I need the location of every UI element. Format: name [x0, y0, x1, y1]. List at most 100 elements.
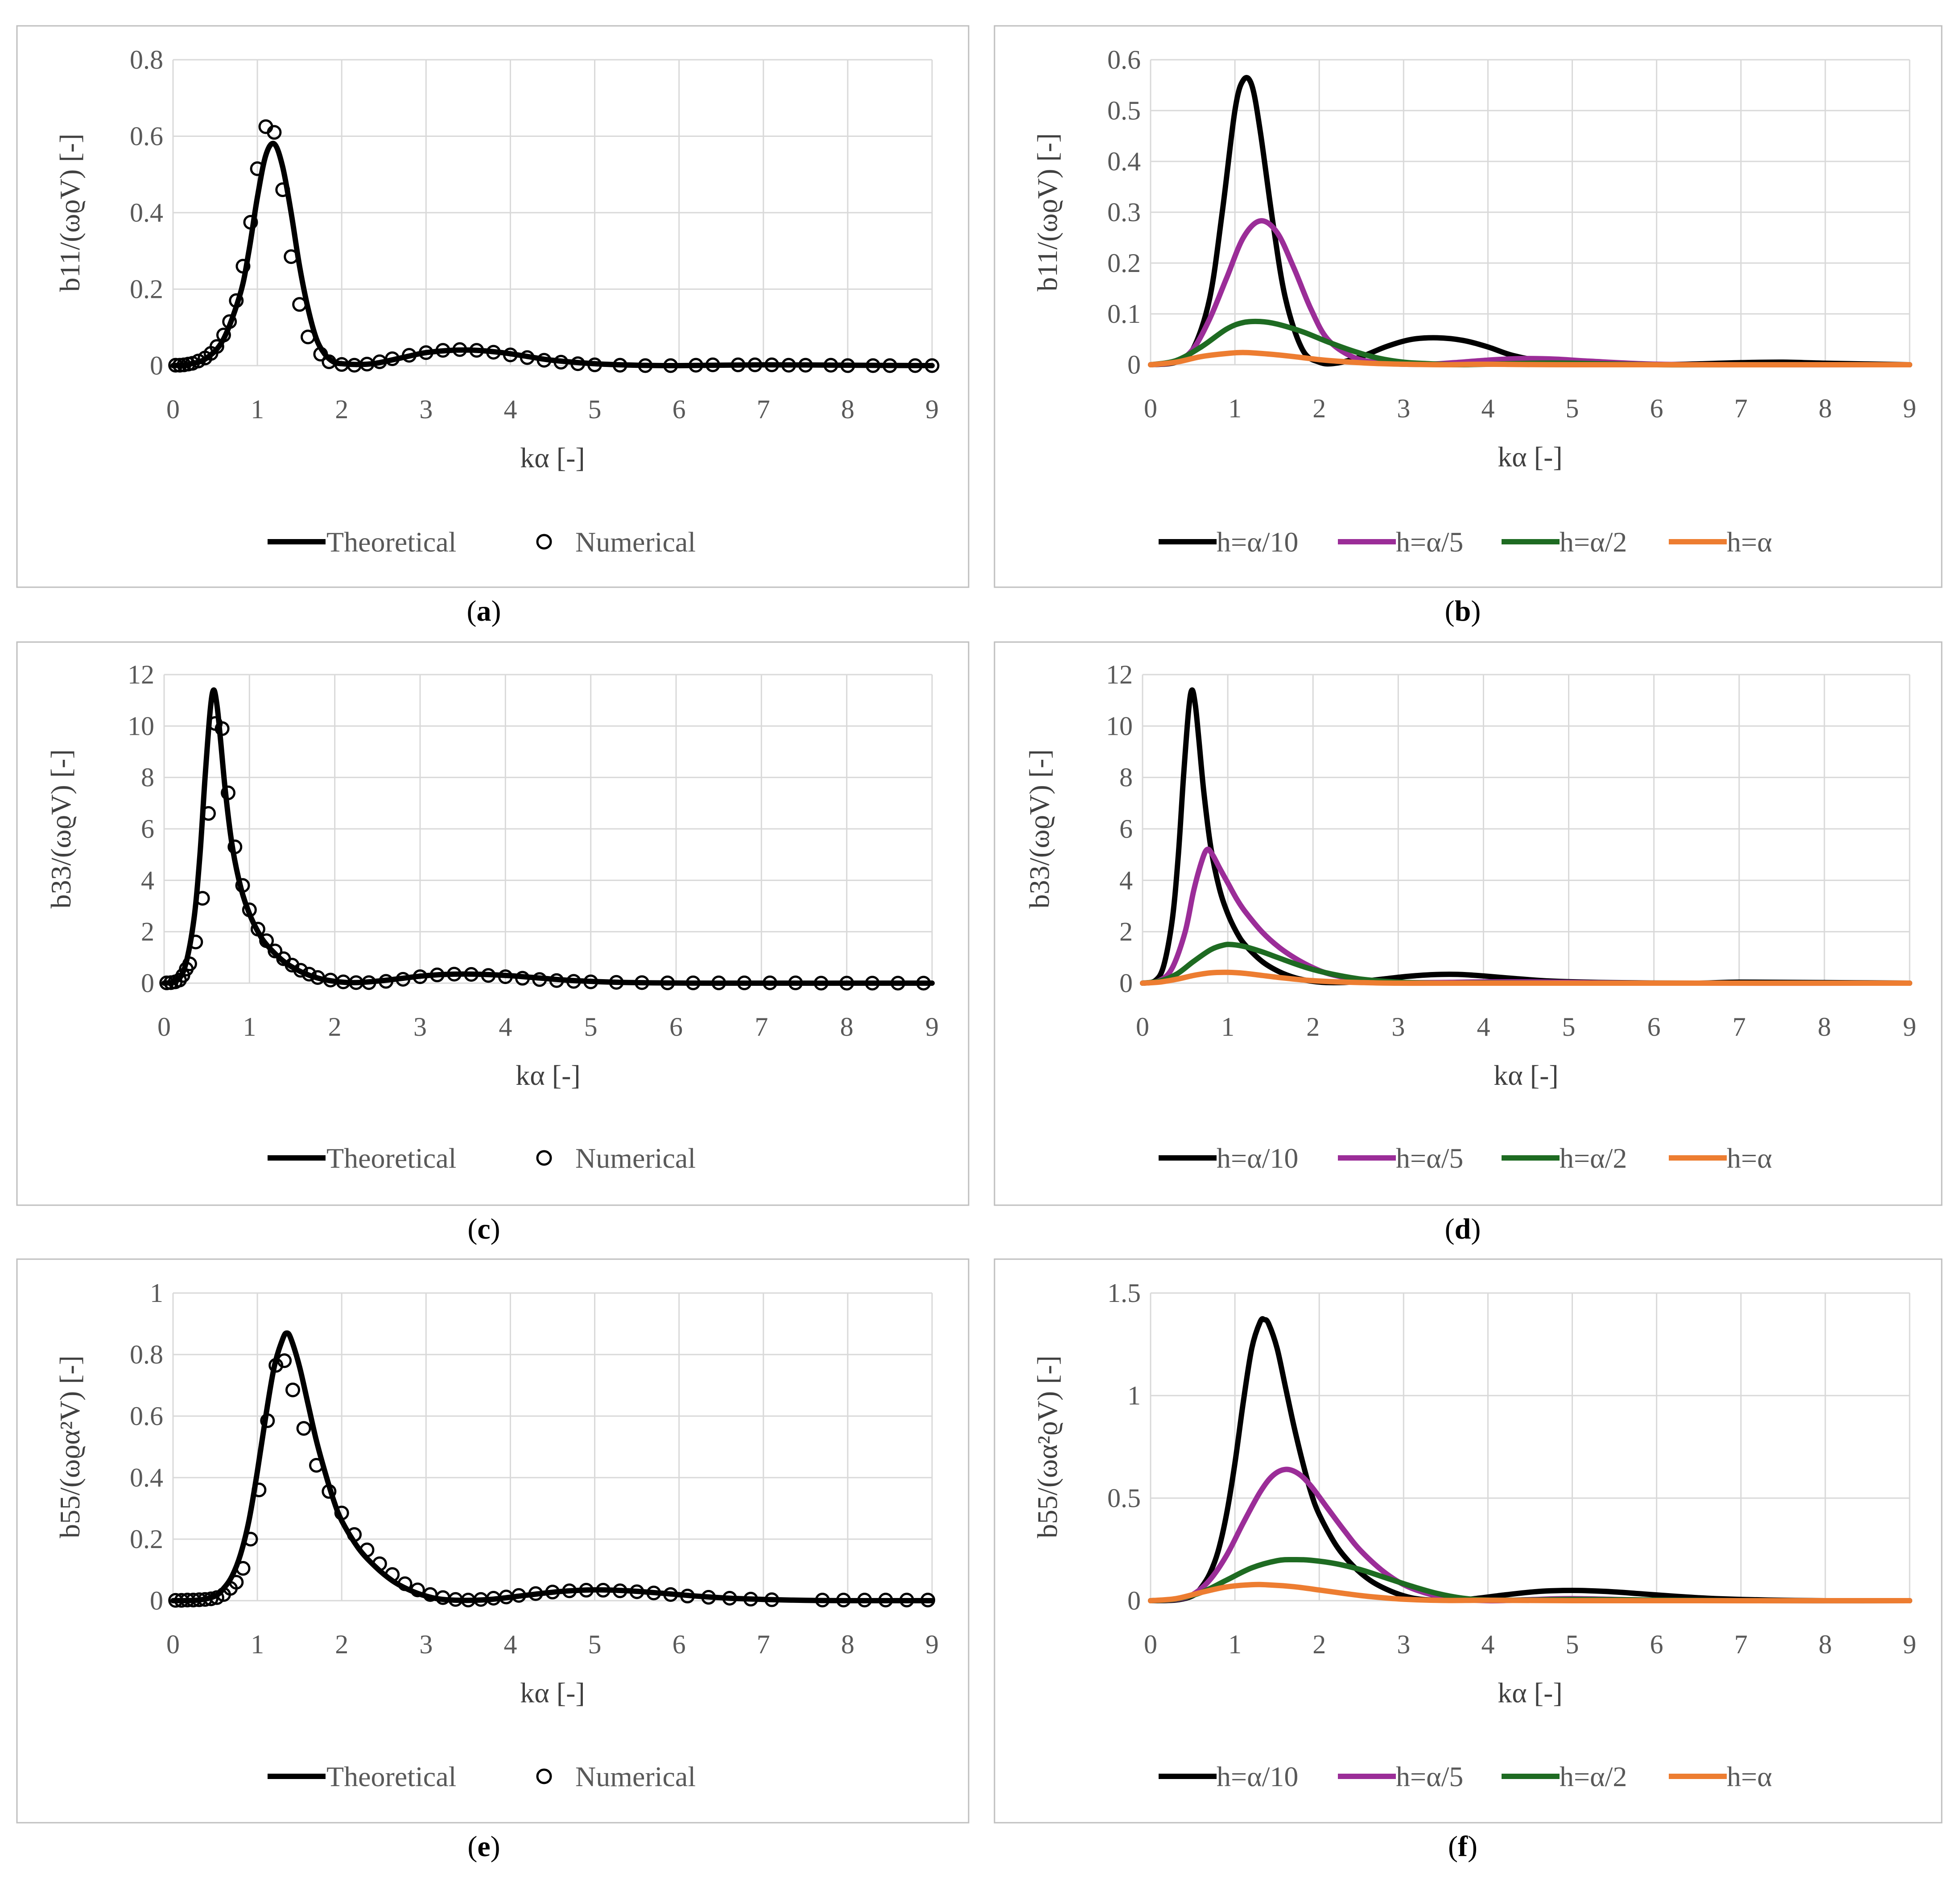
- x-tick-label: 2: [335, 395, 348, 424]
- series-h=α: [1148, 1581, 1912, 1604]
- y-tick-label: 0.1: [1107, 299, 1141, 329]
- legend-label: Theoretical: [326, 1142, 456, 1174]
- legend-label: h=α/10: [1217, 526, 1298, 558]
- x-tick-label: 7: [757, 1630, 770, 1659]
- panel-caption: (d): [1445, 1213, 1481, 1245]
- y-tick-label: 0: [1119, 968, 1133, 998]
- panel-caption: (c): [467, 1213, 500, 1245]
- data-point: [788, 975, 803, 990]
- data-point: [813, 976, 829, 991]
- data-point: [823, 358, 838, 373]
- data-point: [378, 974, 393, 989]
- legend: Theoretical Numerical: [268, 1142, 696, 1174]
- x-tick-label: 6: [1650, 394, 1663, 423]
- data-point: [201, 806, 216, 821]
- y-tick-label: 1: [150, 1278, 163, 1308]
- y-tick-label: 6: [1119, 814, 1133, 844]
- data-point: [361, 975, 376, 990]
- y-tick-label: 1: [1127, 1381, 1141, 1410]
- chart-border: [16, 25, 970, 588]
- data-point: [798, 358, 813, 373]
- x-axis-title: kα [-]: [520, 1677, 585, 1709]
- series-line: [1148, 1316, 1912, 1604]
- data-point: [701, 1590, 716, 1605]
- data-point: [259, 933, 274, 948]
- y-tick-label: 10: [128, 711, 154, 741]
- data-point: [532, 972, 547, 987]
- data-point: [252, 1483, 267, 1498]
- y-tick-label: 0.2: [130, 275, 163, 304]
- x-tick-label: 5: [588, 395, 602, 424]
- data-point: [402, 348, 417, 363]
- data-point: [595, 1583, 611, 1598]
- x-tick-label: 7: [757, 395, 770, 424]
- y-tick-label: 4: [141, 865, 154, 895]
- data-point: [235, 878, 250, 893]
- data-point: [878, 1593, 893, 1608]
- series-Theoretical: [170, 140, 935, 369]
- data-point: [705, 357, 720, 372]
- data-point: [663, 358, 678, 373]
- data-point: [250, 161, 265, 176]
- data-point: [284, 249, 299, 264]
- legend-label: h=α: [1727, 526, 1772, 558]
- data-point: [536, 353, 552, 368]
- x-tick-label: 3: [1397, 394, 1410, 423]
- data-point: [413, 969, 428, 984]
- series-line: [1148, 218, 1912, 368]
- legend: h=α/10 h=α/5 h=α/2 h=α: [1159, 1142, 1772, 1174]
- x-tick-label: 1: [243, 1012, 256, 1042]
- x-tick-label: 0: [1144, 394, 1157, 423]
- y-tick-label: 0: [150, 351, 163, 380]
- data-point: [545, 1585, 560, 1600]
- legend-label: h=α/10: [1217, 1142, 1298, 1174]
- data-point: [711, 975, 726, 990]
- y-axis-title: b55/(ωα²ϱV) [-]: [1032, 1355, 1063, 1538]
- x-tick-label: 2: [1306, 1012, 1320, 1042]
- x-tick-label: 7: [1734, 394, 1748, 423]
- data-point: [250, 922, 265, 937]
- data-point: [209, 1590, 224, 1605]
- data-point: [566, 974, 581, 989]
- data-point: [385, 351, 400, 367]
- data-point: [191, 354, 206, 369]
- data-point: [638, 358, 653, 373]
- series-h=α: [1140, 969, 1912, 986]
- data-point: [515, 971, 530, 986]
- data-point: [486, 345, 501, 360]
- data-point: [235, 259, 251, 274]
- x-tick-label: 2: [1312, 394, 1326, 423]
- data-point: [215, 721, 230, 736]
- legend-label: h=α/5: [1396, 526, 1463, 558]
- x-axis-title: kα [-]: [1494, 1059, 1558, 1091]
- y-tick-label: 1.5: [1107, 1278, 1141, 1308]
- data-point: [737, 975, 752, 990]
- data-point: [583, 974, 598, 989]
- y-tick-label: 0.2: [1107, 248, 1141, 278]
- y-tick-label: 0.6: [1107, 45, 1141, 74]
- legend-label: Theoretical: [326, 1761, 456, 1792]
- y-axis-title: b55/(ωϱα²V) [-]: [54, 1355, 86, 1538]
- data-point: [570, 356, 586, 371]
- y-tick-label: 2: [1119, 917, 1133, 947]
- data-point: [268, 1358, 284, 1373]
- x-tick-label: 8: [1818, 1012, 1831, 1042]
- x-tick-label: 9: [925, 1012, 939, 1042]
- series-Numerical: [168, 119, 940, 373]
- legend-label: h=α/2: [1560, 1761, 1627, 1792]
- data-point: [924, 358, 940, 373]
- data-point: [275, 182, 290, 198]
- y-tick-label: 12: [128, 660, 154, 689]
- series-line: [170, 1330, 935, 1604]
- x-tick-label: 2: [1312, 1630, 1326, 1659]
- x-tick-label: 0: [166, 1630, 180, 1659]
- y-tick-label: 0: [141, 968, 154, 998]
- legend-label: h=α: [1727, 1142, 1772, 1174]
- data-point: [553, 354, 569, 370]
- x-tick-label: 5: [584, 1012, 598, 1042]
- x-axis-title: kα [-]: [1498, 1677, 1562, 1709]
- data-point: [528, 1586, 543, 1601]
- data-point: [292, 297, 307, 312]
- x-tick-label: 5: [1566, 1630, 1579, 1659]
- data-point: [890, 976, 905, 991]
